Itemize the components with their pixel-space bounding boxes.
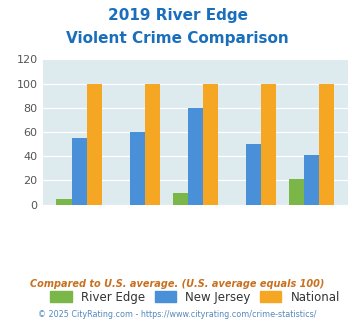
Text: Compared to U.S. average. (U.S. average equals 100): Compared to U.S. average. (U.S. average … xyxy=(30,279,325,289)
Bar xyxy=(145,83,160,205)
Bar xyxy=(173,192,188,205)
Bar xyxy=(261,83,276,205)
Bar xyxy=(87,83,102,205)
Text: © 2025 CityRating.com - https://www.cityrating.com/crime-statistics/: © 2025 CityRating.com - https://www.city… xyxy=(38,310,317,319)
Bar xyxy=(289,179,304,205)
Legend: River Edge, New Jersey, National: River Edge, New Jersey, National xyxy=(45,286,345,309)
Bar xyxy=(188,108,203,205)
Bar xyxy=(319,83,334,205)
Bar xyxy=(304,155,319,205)
Bar xyxy=(56,199,72,205)
Text: Violent Crime Comparison: Violent Crime Comparison xyxy=(66,31,289,46)
Bar xyxy=(203,83,218,205)
Bar xyxy=(72,138,87,205)
Bar xyxy=(246,144,261,205)
Text: 2019 River Edge: 2019 River Edge xyxy=(108,8,247,23)
Bar xyxy=(130,132,145,205)
